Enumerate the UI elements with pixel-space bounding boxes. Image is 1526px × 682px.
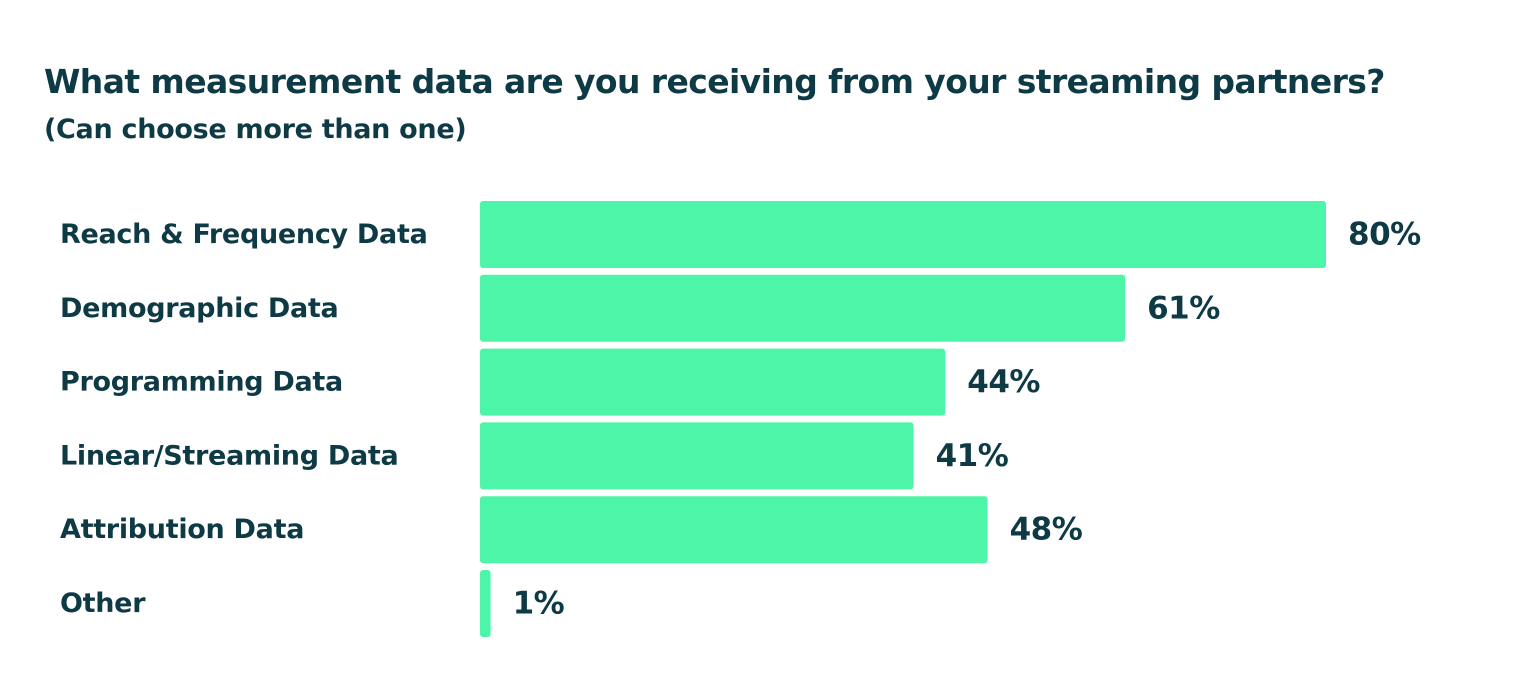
value-label-demographic-data: 61% [1147, 290, 1220, 326]
category-label-attribution-data: Attribution Data [60, 514, 304, 545]
bar-other [480, 570, 491, 637]
value-label-linear-streaming-data: 41% [936, 438, 1009, 474]
category-label-programming-data: Programming Data [60, 367, 343, 398]
value-label-programming-data: 44% [967, 364, 1040, 400]
category-label-demographic-data: Demographic Data [60, 293, 338, 324]
bar-programming-data [480, 348, 946, 416]
category-label-linear-streaming-data: Linear/Streaming Data [60, 440, 398, 471]
category-label-reach-frequency-data: Reach & Frequency Data [60, 219, 428, 250]
chart-title: What measurement data are you receiving … [44, 62, 1385, 101]
bars-layer: Reach & Frequency Data 80% Demographic Dat… [60, 201, 1422, 637]
bar-demographic-data [480, 274, 1126, 342]
value-label-reach-frequency-data: 80% [1348, 217, 1421, 253]
bar-linear-streaming-data [480, 422, 914, 490]
value-label-attribution-data: 48% [1010, 512, 1083, 548]
bar-attribution-data [480, 496, 988, 564]
chart-subtitle: (Can choose more than one) [44, 114, 467, 145]
value-label-other: 1% [513, 586, 565, 622]
bar-reach-frequency-data [480, 201, 1326, 268]
category-label-other: Other [60, 588, 146, 619]
